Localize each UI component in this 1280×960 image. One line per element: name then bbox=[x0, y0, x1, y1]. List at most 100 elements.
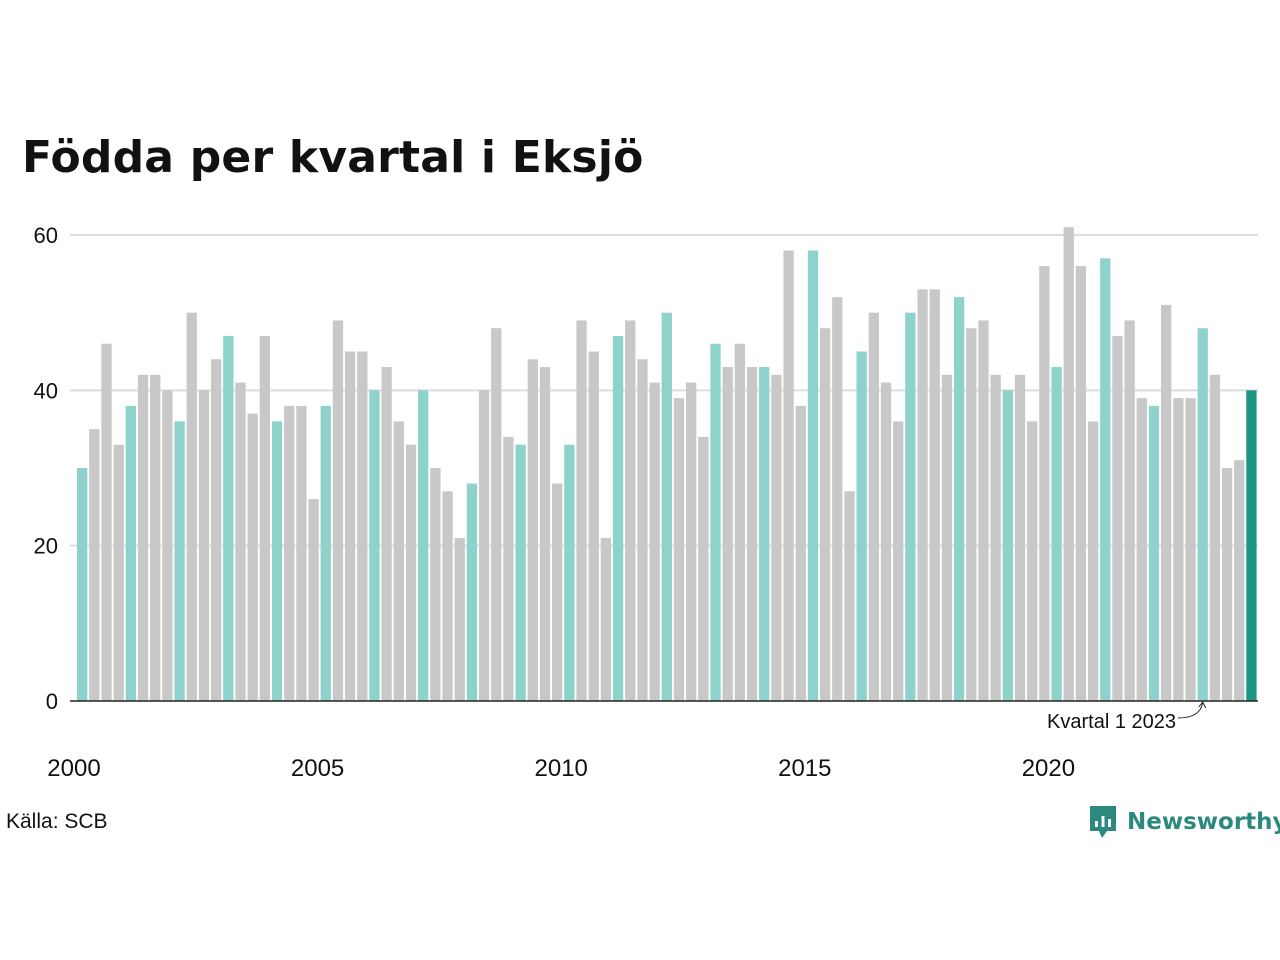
bar bbox=[1148, 405, 1160, 701]
bar bbox=[344, 351, 356, 701]
bar bbox=[783, 250, 794, 701]
bar bbox=[722, 367, 733, 701]
bar bbox=[1173, 398, 1184, 701]
bar bbox=[466, 483, 478, 701]
bar bbox=[101, 343, 112, 701]
x-tick-label: 2020 bbox=[1022, 755, 1075, 782]
x-tick-label: 2000 bbox=[47, 755, 100, 782]
bar bbox=[320, 405, 331, 701]
bar bbox=[661, 312, 672, 701]
annotation-arrow bbox=[1177, 701, 1204, 719]
axes: 2000 2005 2010 2015 2020 bbox=[47, 700, 1258, 782]
bar bbox=[357, 351, 368, 701]
bar bbox=[953, 297, 965, 701]
bar bbox=[186, 312, 197, 701]
bar bbox=[405, 444, 417, 701]
bar bbox=[1051, 367, 1062, 701]
bar bbox=[1124, 320, 1135, 701]
bar bbox=[137, 374, 149, 701]
bar bbox=[1100, 258, 1111, 701]
bar bbox=[966, 328, 977, 701]
bar bbox=[746, 367, 758, 701]
bar bbox=[929, 289, 940, 701]
bar bbox=[564, 444, 575, 701]
bar bbox=[868, 312, 879, 701]
bar bbox=[1221, 468, 1233, 701]
bar bbox=[990, 374, 1001, 701]
bar bbox=[210, 359, 222, 701]
bar bbox=[308, 499, 319, 701]
bar bbox=[235, 382, 246, 701]
bar bbox=[1027, 421, 1038, 701]
bar bbox=[1039, 266, 1050, 701]
bar bbox=[271, 421, 283, 701]
bar bbox=[893, 421, 904, 701]
bar bbox=[1075, 266, 1087, 701]
bar bbox=[844, 491, 855, 701]
bar bbox=[1112, 335, 1123, 701]
bar bbox=[198, 390, 210, 701]
bar bbox=[856, 351, 867, 701]
bar bbox=[296, 405, 307, 701]
bars bbox=[77, 227, 1257, 702]
bar bbox=[259, 335, 270, 701]
bar bbox=[1063, 227, 1074, 702]
bar bbox=[905, 312, 916, 701]
bar bbox=[795, 405, 806, 701]
y-tick-label: 20 bbox=[34, 534, 58, 559]
bar bbox=[588, 351, 599, 701]
bar bbox=[539, 367, 551, 701]
bar bbox=[612, 335, 624, 701]
bar bbox=[686, 382, 697, 701]
bar bbox=[381, 367, 392, 701]
bar bbox=[174, 421, 185, 701]
bar bbox=[1234, 460, 1245, 701]
bar bbox=[1161, 304, 1172, 701]
bar bbox=[1002, 390, 1013, 701]
bar bbox=[552, 483, 563, 701]
bar bbox=[430, 468, 441, 701]
bar bbox=[978, 320, 989, 701]
bar bbox=[698, 436, 709, 701]
bar bbox=[1185, 398, 1196, 701]
x-tick-label: 2015 bbox=[778, 755, 831, 782]
brand-logo[interactable]: Newsworthy bbox=[1088, 804, 1280, 840]
bar bbox=[162, 390, 173, 701]
bar bbox=[832, 297, 843, 701]
bar bbox=[113, 444, 124, 701]
x-tick-label: 2005 bbox=[291, 755, 344, 782]
bar bbox=[1014, 374, 1026, 701]
bar bbox=[1209, 374, 1221, 701]
bar bbox=[637, 359, 648, 701]
bar bbox=[332, 320, 344, 701]
bar bbox=[478, 390, 490, 701]
bar bbox=[442, 491, 453, 701]
bar bbox=[819, 328, 831, 701]
bar bbox=[503, 436, 514, 701]
bar bbox=[77, 468, 88, 701]
brand-name: Newsworthy bbox=[1127, 809, 1280, 835]
bar bbox=[771, 374, 782, 701]
bar bbox=[393, 421, 404, 701]
chart-title: Födda per kvartal i Eksjö bbox=[22, 132, 644, 183]
bar bbox=[223, 335, 234, 701]
bar bbox=[710, 343, 721, 701]
y-tick-label: 40 bbox=[34, 378, 58, 403]
bar bbox=[454, 537, 465, 701]
annotation: Kvartal 1 2023 bbox=[1047, 701, 1207, 733]
y-tick-label: 60 bbox=[34, 223, 58, 248]
bar bbox=[515, 444, 526, 701]
bar bbox=[625, 320, 636, 701]
bar bbox=[807, 250, 819, 701]
annotation-label: Kvartal 1 2023 bbox=[1047, 711, 1176, 733]
bar bbox=[1197, 328, 1208, 701]
newsworthy-logo-icon bbox=[1090, 806, 1116, 838]
bar bbox=[600, 537, 612, 701]
bar-chart: 0 20 40 60 2000 2005 2010 2015 2020 Kvartal 1 2… bbox=[34, 223, 1258, 782]
bar bbox=[917, 289, 928, 701]
bar bbox=[673, 398, 685, 701]
bar bbox=[369, 390, 380, 701]
y-tick-label: 0 bbox=[46, 689, 58, 714]
source-note: Källa: SCB bbox=[6, 810, 108, 833]
bar bbox=[1087, 421, 1099, 701]
